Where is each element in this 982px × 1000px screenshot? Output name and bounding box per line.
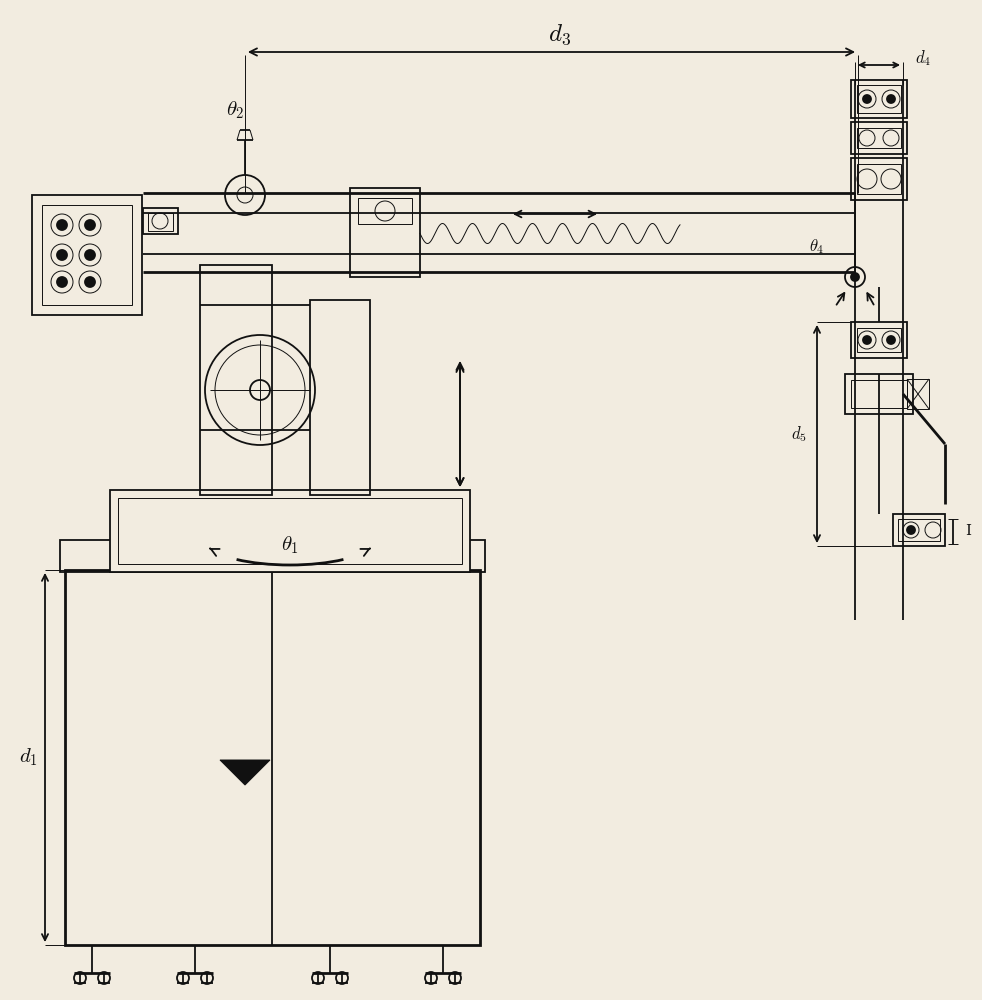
Bar	[851, 122, 907, 154]
Bar	[857, 164, 901, 194]
Bar	[200, 265, 272, 495]
Polygon shape	[220, 760, 270, 785]
Bar	[110, 490, 470, 572]
Text: $d_4$: $d_4$	[915, 48, 931, 68]
Bar	[851, 80, 907, 118]
Circle shape	[57, 277, 67, 287]
Circle shape	[863, 336, 871, 344]
Text: $d_3$: $d_3$	[549, 23, 572, 47]
Bar	[857, 128, 901, 148]
Bar	[845, 374, 913, 414]
Text: $\theta_1$: $\theta_1$	[281, 534, 299, 556]
Circle shape	[907, 526, 915, 534]
Text: $d_1$: $d_1$	[19, 746, 37, 768]
Bar	[851, 322, 907, 358]
Circle shape	[887, 336, 895, 344]
Bar	[851, 380, 907, 408]
Text: $\theta_4$: $\theta_4$	[809, 238, 825, 256]
Bar	[143, 208, 178, 234]
Bar	[65, 570, 480, 945]
Circle shape	[85, 277, 95, 287]
Bar	[893, 514, 945, 546]
Bar	[118, 498, 462, 564]
Bar	[42, 205, 132, 305]
Bar	[350, 188, 420, 277]
Circle shape	[851, 273, 859, 281]
Text: I: I	[965, 524, 971, 538]
Bar	[857, 85, 901, 113]
Bar	[851, 158, 907, 200]
Text: $\theta_2$: $\theta_2$	[226, 99, 245, 121]
Circle shape	[85, 250, 95, 260]
Bar	[898, 519, 940, 541]
Bar	[60, 540, 485, 572]
Bar	[148, 213, 173, 231]
Circle shape	[863, 95, 871, 103]
Bar	[358, 198, 412, 224]
Bar	[907, 379, 929, 409]
Text: $d_5$: $d_5$	[791, 424, 807, 444]
Circle shape	[85, 220, 95, 230]
Bar	[857, 328, 901, 352]
Circle shape	[57, 220, 67, 230]
Circle shape	[887, 95, 895, 103]
Bar	[32, 195, 142, 315]
Bar	[310, 300, 370, 495]
Circle shape	[57, 250, 67, 260]
